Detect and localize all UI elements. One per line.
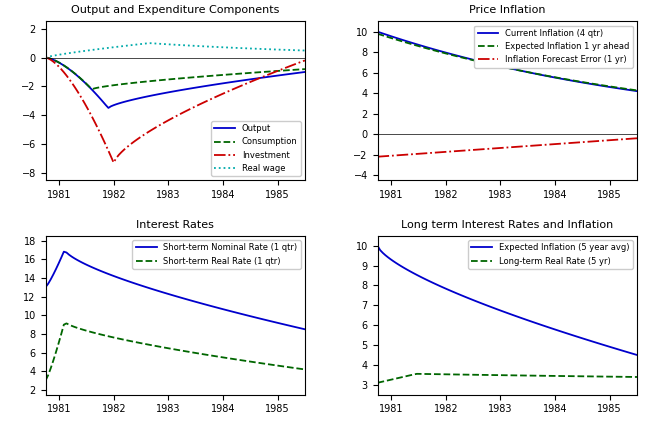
Title: Output and Expenditure Components: Output and Expenditure Components	[71, 5, 280, 15]
Legend: Expected Inflation (5 year avg), Long-term Real Rate (5 yr): Expected Inflation (5 year avg), Long-te…	[468, 240, 633, 269]
Legend: Current Inflation (4 qtr), Expected Inflation 1 yr ahead, Inflation Forecast Err: Current Inflation (4 qtr), Expected Infl…	[474, 26, 633, 68]
Legend: Output, Consumption, Investment, Real wage: Output, Consumption, Investment, Real wa…	[211, 121, 301, 176]
Legend: Short-term Nominal Rate (1 qtr), Short-term Real Rate (1 qtr): Short-term Nominal Rate (1 qtr), Short-t…	[133, 240, 301, 269]
Title: Long term Interest Rates and Inflation: Long term Interest Rates and Inflation	[401, 220, 614, 230]
Title: Price Inflation: Price Inflation	[469, 5, 545, 15]
Title: Interest Rates: Interest Rates	[136, 220, 214, 230]
